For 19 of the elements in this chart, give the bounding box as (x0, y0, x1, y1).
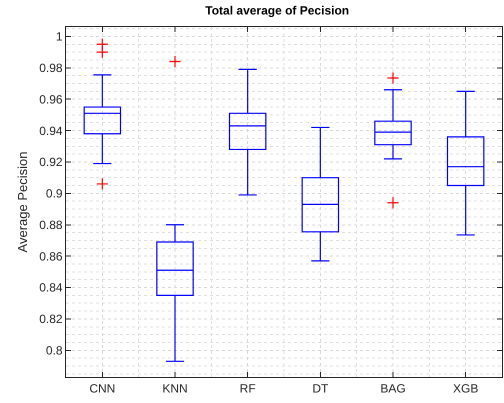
x-tick-label: DT (312, 381, 329, 396)
y-tick-label: 0.98 (39, 61, 63, 76)
y-tick-label: 0.82 (39, 312, 63, 326)
y-tick-label: 0.86 (39, 249, 63, 264)
y-tick-label: 1 (56, 30, 63, 44)
x-tick-label: BAG (380, 381, 406, 396)
x-tick-label: CNN (89, 381, 116, 396)
y-tick-label: 0.92 (39, 155, 63, 170)
chart-title: Total average of Pecision (205, 3, 350, 18)
y-tick-label: 0.84 (39, 280, 63, 295)
y-tick-label: 0.8 (46, 344, 63, 358)
x-tick-label: RF (240, 381, 256, 396)
x-tick-label: XGB (453, 381, 478, 396)
x-tick-label: KNN (162, 381, 188, 396)
y-axis-title: Average Pecision (15, 152, 30, 252)
y-tick-label: 0.96 (39, 92, 63, 106)
y-tick-label: 0.9 (46, 186, 63, 201)
y-tick-label: 0.88 (39, 218, 63, 232)
y-tick-label: 0.94 (39, 124, 63, 138)
